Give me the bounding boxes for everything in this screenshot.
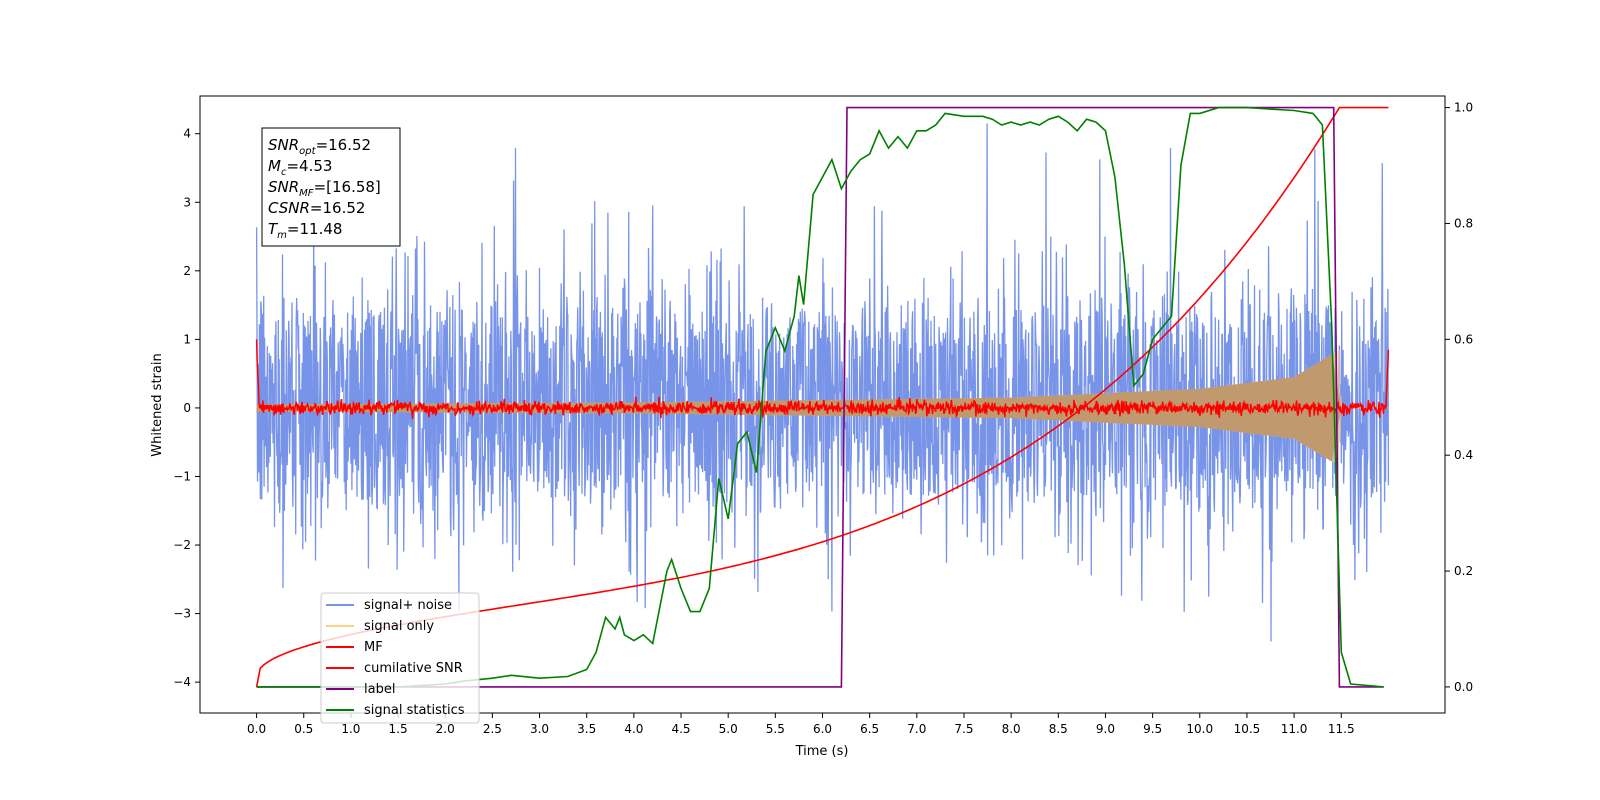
- x-tick-label: 4.0: [624, 722, 643, 736]
- annotation-line: SNRopt=16.52: [268, 136, 371, 157]
- y-tick-label: −2: [173, 538, 191, 552]
- y-tick-label: −3: [173, 607, 191, 621]
- legend-label-cumilative-snr: cumilative SNR: [364, 661, 463, 676]
- y-tick-label: 0: [183, 401, 191, 415]
- x-tick-label: 2.0: [436, 722, 455, 736]
- y-tick-label: 4: [183, 127, 191, 141]
- y2-tick-label: 0.0: [1454, 680, 1473, 694]
- annotation-frame: [261, 127, 401, 247]
- x-tick-label: 4.5: [671, 722, 690, 736]
- y-axis-label: Whitened strain: [150, 353, 165, 456]
- x-tick-label: 1.0: [341, 722, 360, 736]
- x-axis-label: Time (s): [795, 744, 849, 759]
- x-tick-label: 0.0: [247, 722, 266, 736]
- x-tick-label: 9.0: [1096, 722, 1115, 736]
- x-tick-label: 10.5: [1234, 722, 1261, 736]
- x-tick-label: 9.5: [1143, 722, 1162, 736]
- x-tick-label: 3.5: [577, 722, 596, 736]
- legend: signal+ noise signal only MF cumilative SNR…: [320, 592, 480, 724]
- axes-layer: 0.0 0.5 1.0 1.5 2.0 2.5 3.0 3.5 4.0 4.5 5.0 5.5 6.0 6…: [173, 101, 1473, 736]
- legend-label-label: label: [364, 682, 395, 697]
- x-tick-label: 6.0: [813, 722, 832, 736]
- legend-label-signal-noise: signal+ noise: [364, 598, 452, 613]
- x-tick-label: 1.5: [389, 722, 408, 736]
- y2-tick-label: 0.4: [1454, 448, 1473, 462]
- y-tick-label: −4: [173, 675, 191, 689]
- x-tick-label: 11.0: [1281, 722, 1308, 736]
- y2-tick-label: 0.2: [1454, 564, 1473, 578]
- y2-tick-label: 0.8: [1454, 216, 1473, 230]
- annotation-line: Mc=4.53: [268, 157, 332, 178]
- legend-label-signal-statistics: signal statistics: [364, 703, 465, 718]
- x-tick-label: 11.5: [1328, 722, 1355, 736]
- legend-label-signal-only: signal only: [364, 619, 434, 634]
- series-label: [256, 106, 1384, 688]
- series-mf: [255, 339, 1390, 419]
- y-tick-label: −1: [173, 469, 191, 483]
- x-tick-label: 10.0: [1186, 722, 1213, 736]
- y2-tick-label: 0.6: [1454, 332, 1473, 346]
- x-tick-label: 5.0: [719, 722, 738, 736]
- x-tick-label: 7.0: [907, 722, 926, 736]
- annotation-line: Tm=11.48: [268, 220, 342, 241]
- y-tick-label: 1: [183, 332, 191, 346]
- x-tick-label: 2.5: [483, 722, 502, 736]
- x-tick-label: 7.5: [954, 722, 973, 736]
- x-tick-label: 0.5: [294, 722, 313, 736]
- annotation-line: CSNR=16.52: [268, 199, 365, 217]
- x-tick-label: 5.5: [766, 722, 785, 736]
- legend-label-mf: MF: [364, 640, 383, 655]
- annotation-line: SNRMF=[16.58]: [268, 178, 381, 199]
- x-tick-label: 8.5: [1049, 722, 1068, 736]
- y-tick-label: 2: [183, 264, 191, 278]
- series-signal-noise: [255, 123, 1390, 642]
- annotation-box: SNRopt=16.52Mc=4.53SNRMF=[16.58]CSNR=16.…: [261, 127, 401, 247]
- x-tick-label: 8.0: [1002, 722, 1021, 736]
- legend-frame: [320, 592, 480, 724]
- x-tick-label: 6.5: [860, 722, 879, 736]
- y-tick-label: 3: [183, 195, 191, 209]
- y2-tick-label: 1.0: [1454, 101, 1473, 115]
- series-signal-statistics: [256, 106, 1384, 688]
- x-tick-label: 3.0: [530, 722, 549, 736]
